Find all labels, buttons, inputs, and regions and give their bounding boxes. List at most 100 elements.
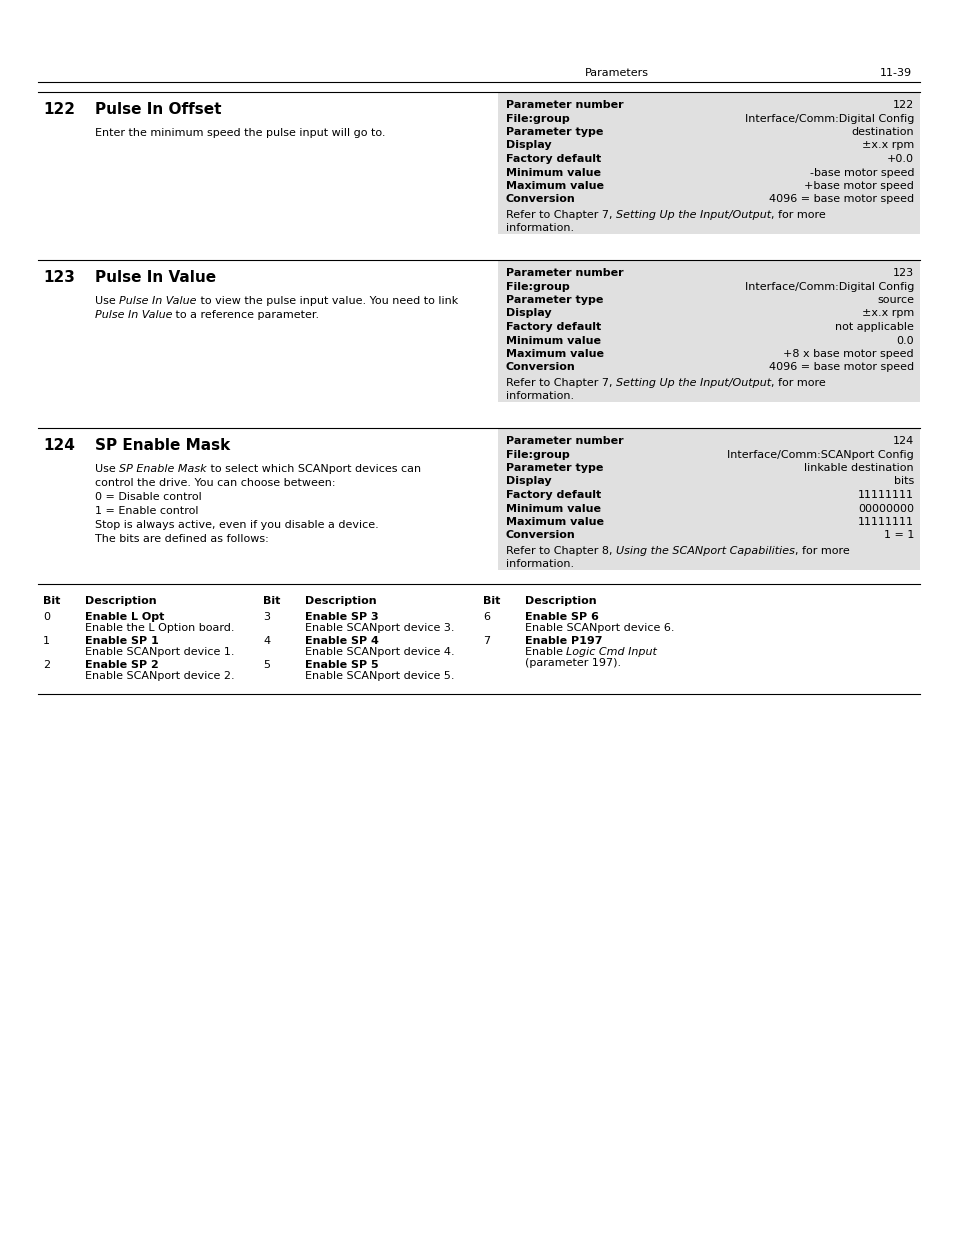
Text: 11-39: 11-39: [879, 68, 911, 78]
Text: Setting Up the Input/Output: Setting Up the Input/Output: [616, 378, 770, 388]
Text: Minimum value: Minimum value: [505, 504, 600, 514]
Text: 122: 122: [43, 103, 75, 117]
Text: to view the pulse input value. You need to link: to view the pulse input value. You need …: [196, 296, 457, 306]
Text: ±x.x rpm: ±x.x rpm: [861, 141, 913, 151]
Text: Conversion: Conversion: [505, 363, 576, 373]
Text: control the drive. You can choose between:: control the drive. You can choose betwee…: [95, 478, 335, 488]
Text: Enable SCANport device 4.: Enable SCANport device 4.: [305, 647, 455, 657]
Text: ±x.x rpm: ±x.x rpm: [861, 309, 913, 319]
Text: +base motor speed: +base motor speed: [803, 182, 913, 191]
Text: 11111111: 11111111: [857, 490, 913, 500]
Text: Stop is always active, even if you disable a device.: Stop is always active, even if you disab…: [95, 520, 378, 530]
Text: Enable the L Option board.: Enable the L Option board.: [85, 622, 234, 634]
Text: 0: 0: [43, 613, 50, 622]
Text: , for more: , for more: [770, 378, 825, 388]
Text: Bit: Bit: [263, 597, 280, 606]
Text: 7: 7: [482, 636, 490, 646]
Bar: [497, 261, 919, 403]
Text: 3: 3: [263, 613, 270, 622]
Text: File:group: File:group: [505, 282, 569, 291]
Text: 124: 124: [892, 436, 913, 446]
Text: , for more: , for more: [770, 210, 825, 220]
Text: information.: information.: [505, 224, 574, 233]
Text: Enter the minimum speed the pulse input will go to.: Enter the minimum speed the pulse input …: [95, 128, 385, 138]
Text: (parameter 197).: (parameter 197).: [524, 658, 620, 668]
Text: Enable: Enable: [524, 647, 566, 657]
Text: 123: 123: [43, 270, 74, 285]
Text: Conversion: Conversion: [505, 531, 576, 541]
Text: Parameter number: Parameter number: [505, 100, 623, 110]
Text: 1 = 1: 1 = 1: [882, 531, 913, 541]
Text: 6: 6: [482, 613, 490, 622]
Text: Description: Description: [305, 597, 376, 606]
Text: Interface/Comm:Digital Config: Interface/Comm:Digital Config: [744, 282, 913, 291]
Text: 4096 = base motor speed: 4096 = base motor speed: [768, 363, 913, 373]
Text: 5: 5: [263, 659, 270, 671]
Text: Enable SP 6: Enable SP 6: [524, 613, 598, 622]
Text: Enable SCANport device 2.: Enable SCANport device 2.: [85, 671, 234, 680]
Text: Maximum value: Maximum value: [505, 517, 603, 527]
Text: to select which SCANport devices can: to select which SCANport devices can: [207, 464, 420, 474]
Text: SP Enable Mask: SP Enable Mask: [95, 438, 230, 453]
Text: 0 = Disable control: 0 = Disable control: [95, 492, 201, 501]
Text: Use: Use: [95, 296, 119, 306]
Text: , for more: , for more: [794, 546, 849, 556]
Text: Setting Up the Input/Output: Setting Up the Input/Output: [616, 210, 770, 220]
Text: not applicable: not applicable: [834, 322, 913, 332]
Text: 00000000: 00000000: [857, 504, 913, 514]
Text: Enable SP 1: Enable SP 1: [85, 636, 158, 646]
Text: Minimum value: Minimum value: [505, 336, 600, 346]
Text: 1: 1: [43, 636, 50, 646]
Text: Enable L Opt: Enable L Opt: [85, 613, 164, 622]
Text: 2: 2: [43, 659, 51, 671]
Bar: [497, 429, 919, 571]
Text: 4: 4: [263, 636, 270, 646]
Text: Factory default: Factory default: [505, 490, 600, 500]
Text: Logic Cmd Input: Logic Cmd Input: [566, 647, 657, 657]
Text: Display: Display: [505, 141, 551, 151]
Text: to a reference parameter.: to a reference parameter.: [172, 310, 319, 320]
Text: information.: information.: [505, 559, 574, 569]
Text: Minimum value: Minimum value: [505, 168, 600, 178]
Text: Refer to Chapter 8,: Refer to Chapter 8,: [505, 546, 616, 556]
Text: Parameter type: Parameter type: [505, 295, 602, 305]
Text: source: source: [876, 295, 913, 305]
Text: destination: destination: [850, 127, 913, 137]
Text: Enable SCANport device 5.: Enable SCANport device 5.: [305, 671, 454, 680]
Text: bits: bits: [893, 477, 913, 487]
Text: 4096 = base motor speed: 4096 = base motor speed: [768, 194, 913, 205]
Text: Factory default: Factory default: [505, 154, 600, 164]
Text: +0.0: +0.0: [886, 154, 913, 164]
Text: linkable destination: linkable destination: [803, 463, 913, 473]
Text: Pulse In Value: Pulse In Value: [95, 270, 216, 285]
Text: Parameters: Parameters: [584, 68, 648, 78]
Text: +8 x base motor speed: +8 x base motor speed: [782, 350, 913, 359]
Text: Bit: Bit: [482, 597, 500, 606]
Text: 0.0: 0.0: [896, 336, 913, 346]
Text: 11111111: 11111111: [857, 517, 913, 527]
Text: Parameter type: Parameter type: [505, 127, 602, 137]
Text: Refer to Chapter 7,: Refer to Chapter 7,: [505, 378, 616, 388]
Text: 122: 122: [892, 100, 913, 110]
Text: Parameter type: Parameter type: [505, 463, 602, 473]
Text: File:group: File:group: [505, 450, 569, 459]
Text: Description: Description: [524, 597, 596, 606]
Text: information.: information.: [505, 391, 574, 401]
Text: Display: Display: [505, 477, 551, 487]
Text: Using the SCANport Capabilities: Using the SCANport Capabilities: [616, 546, 794, 556]
Text: Enable SCANport device 1.: Enable SCANport device 1.: [85, 647, 234, 657]
Text: 124: 124: [43, 438, 74, 453]
Text: Enable SP 4: Enable SP 4: [305, 636, 378, 646]
Text: Enable SP 3: Enable SP 3: [305, 613, 378, 622]
Text: Enable SP 5: Enable SP 5: [305, 659, 378, 671]
Text: 123: 123: [892, 268, 913, 278]
Text: Factory default: Factory default: [505, 322, 600, 332]
Text: Refer to Chapter 7,: Refer to Chapter 7,: [505, 210, 616, 220]
Text: Enable P197: Enable P197: [524, 636, 602, 646]
Text: Description: Description: [85, 597, 156, 606]
Text: The bits are defined as follows:: The bits are defined as follows:: [95, 534, 269, 543]
Text: Pulse In Value: Pulse In Value: [95, 310, 172, 320]
Text: -base motor speed: -base motor speed: [809, 168, 913, 178]
Bar: [497, 91, 919, 233]
Text: Bit: Bit: [43, 597, 60, 606]
